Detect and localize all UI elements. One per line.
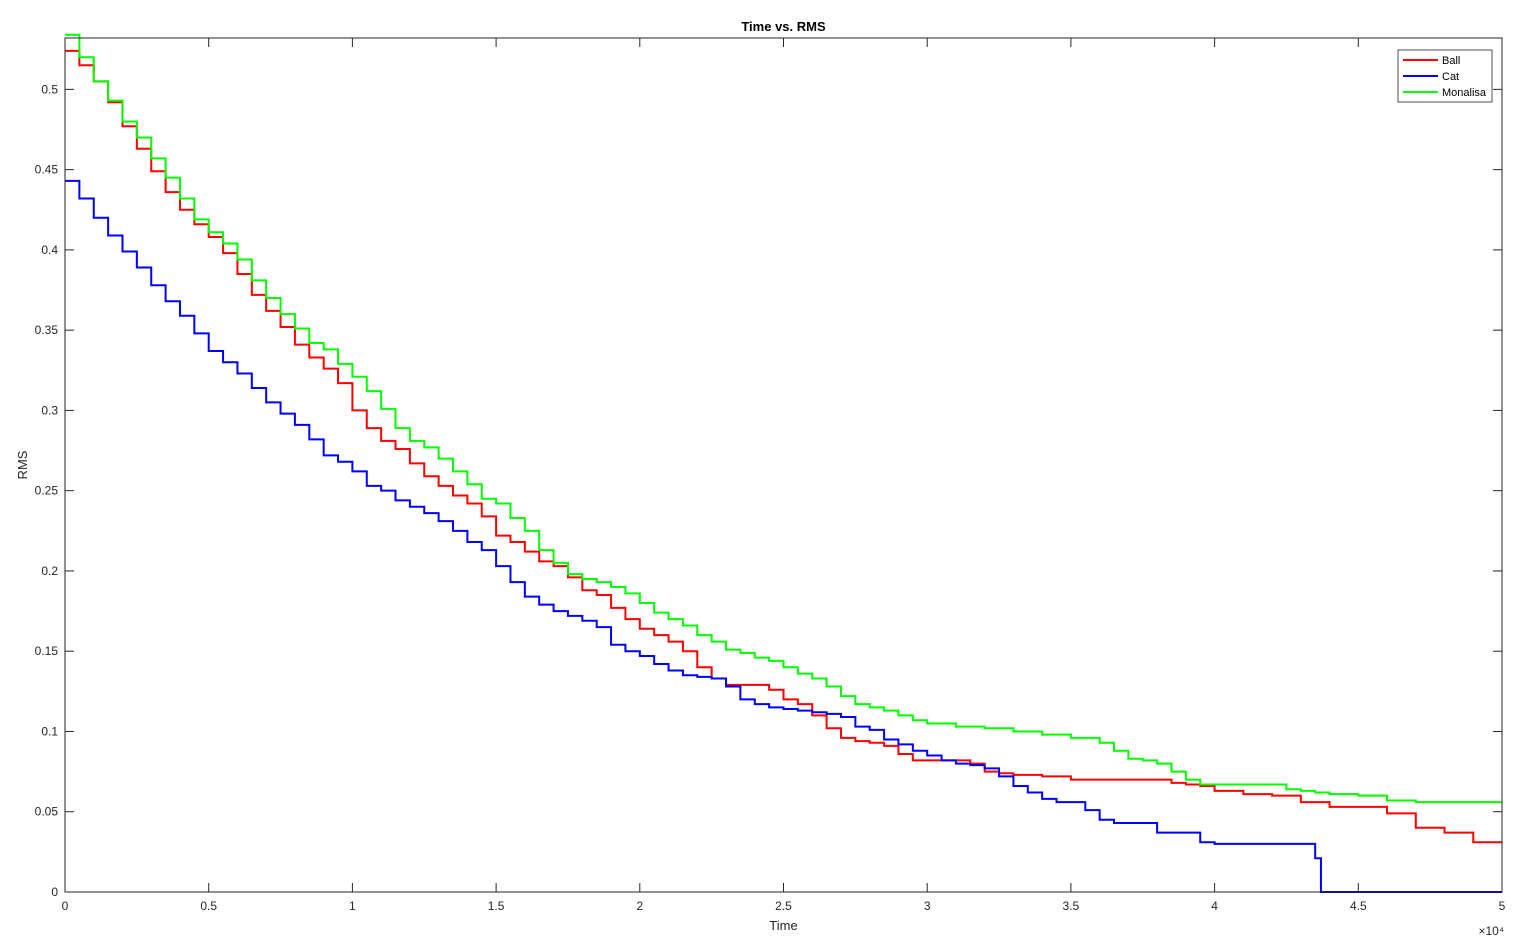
x-tick-label: 0.5: [200, 899, 217, 913]
legend: Ball Cat Monalisa: [1397, 49, 1493, 103]
x-tick-label: 2.5: [775, 899, 792, 913]
legend-label-cat: Cat: [1442, 71, 1459, 83]
series-line-monalisa: [65, 33, 1502, 804]
x-tick-label: 2: [636, 899, 643, 913]
y-tick-label: 0.4: [41, 243, 58, 257]
y-tick-label: 0.5: [41, 82, 58, 96]
x-tick-label: 3: [924, 899, 931, 913]
y-tick-label: 0.25: [35, 484, 59, 498]
legend-label-monalisa: Monalisa: [1442, 87, 1487, 99]
y-tick-label: 0.05: [35, 805, 59, 819]
chart-title: Time vs. RMS: [741, 19, 826, 34]
x-tick-label: 1.5: [488, 899, 505, 913]
x-axis-exponent-label: ×10⁴: [1478, 924, 1504, 938]
series-lines: [65, 33, 1502, 893]
y-tick-label: 0: [51, 885, 58, 899]
y-tick-label: 0.1: [41, 724, 58, 738]
legend-label-ball: Ball: [1442, 55, 1460, 67]
y-tick-label: 0.15: [35, 644, 59, 658]
plot-frame: [64, 37, 1503, 893]
x-tick-label: 4: [1211, 899, 1218, 913]
x-tick-label: 0: [62, 899, 69, 913]
y-tick-label: 0.3: [41, 403, 58, 417]
x-tick-label: 4.5: [1350, 899, 1367, 913]
axis-ticks: 0 0.5 1 1.5 2 2.5 3 3.5 4 4.5 5 0 0.05 0.1 0.15 0.2 0.25…: [35, 38, 1506, 913]
y-tick-label: 0.35: [35, 323, 59, 337]
x-axis-title: Time: [769, 918, 797, 933]
x-tick-label: 3.5: [1063, 899, 1080, 913]
y-tick-label: 0.45: [35, 163, 59, 177]
x-tick-label: 1: [349, 899, 356, 913]
y-axis-title: RMS: [15, 450, 30, 479]
y-tick-label: 0.2: [41, 564, 58, 578]
series-line-ball: [65, 49, 1502, 844]
x-tick-label: 5: [1499, 899, 1506, 913]
series-line-cat: [65, 179, 1502, 893]
plot-background: [65, 38, 1502, 892]
